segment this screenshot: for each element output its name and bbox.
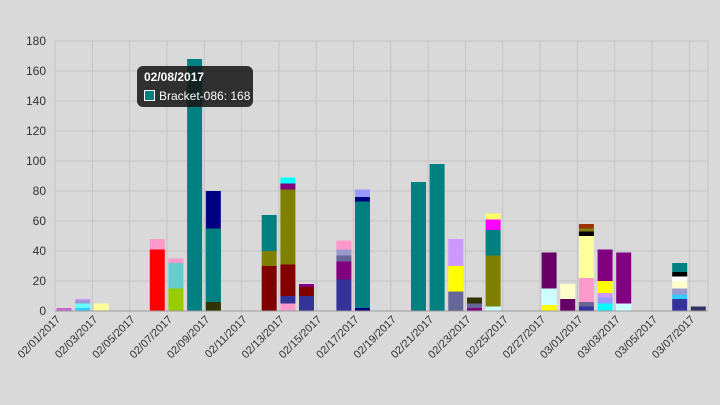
bar-segment [672, 272, 688, 277]
bar-segment [429, 164, 445, 311]
y-tick-label: 60 [33, 214, 47, 228]
bar-segment [485, 213, 501, 220]
bar-segment [467, 297, 482, 304]
bar-segment [578, 231, 594, 236]
bar-segment [336, 240, 352, 250]
bar-segment [336, 249, 352, 256]
bar-segment [168, 263, 184, 289]
bar-segment [578, 228, 594, 232]
bar-segment [672, 263, 688, 272]
y-tick-label: 0 [39, 304, 46, 318]
bar-segment [448, 239, 464, 266]
y-tick-label: 180 [26, 34, 46, 48]
tooltip-title: 02/08/2017 [144, 70, 205, 84]
bar-segment [75, 303, 91, 308]
bar-segment [578, 306, 594, 311]
bar-segment [280, 189, 296, 265]
bar-segment [690, 306, 706, 311]
bar-segment [93, 303, 109, 311]
y-tick-label: 20 [33, 274, 47, 288]
bar-segment [672, 294, 688, 299]
bar-segment [75, 300, 91, 304]
bar-segment [280, 183, 296, 190]
bar-segment [672, 299, 688, 311]
bar-segment [560, 299, 576, 311]
y-tick-label: 100 [26, 154, 46, 168]
bar-segment [56, 308, 72, 311]
bar-segment [467, 303, 482, 308]
bar-segment [168, 258, 184, 263]
bar-segment [597, 297, 613, 304]
bar-segment [280, 303, 296, 311]
bar-segment [578, 236, 594, 278]
bar-segment [280, 296, 296, 304]
bar-segment [336, 279, 352, 311]
bar-segment [578, 302, 594, 307]
bar-segment [672, 288, 688, 295]
bar-segment [597, 281, 613, 293]
bar-segment [187, 59, 203, 311]
bar-segment [280, 177, 296, 184]
tooltip-color-swatch [144, 90, 155, 101]
bar-segment [299, 284, 314, 287]
y-tick-label: 140 [26, 94, 46, 108]
bar-segment [672, 281, 688, 289]
bar-segment [355, 189, 370, 197]
bar-segment [149, 239, 165, 250]
bar-segment [448, 291, 464, 311]
bar-segment [261, 215, 277, 251]
bar-segment [168, 288, 184, 311]
bar-segment [355, 201, 370, 308]
y-tick-label: 80 [33, 184, 47, 198]
tooltip-label: Bracket-086: 168 [159, 89, 251, 103]
bar-segment [485, 306, 501, 311]
bar-segment [672, 276, 688, 281]
bar-segment [485, 219, 501, 230]
bar-segment [597, 293, 613, 298]
chart-tooltip: 02/08/2017 Bracket-086: 168 [137, 66, 253, 107]
bar-segment [205, 228, 221, 302]
bar-segment [448, 266, 464, 292]
bar-segment [467, 308, 482, 311]
bar-segment [299, 296, 314, 311]
bar-segment [597, 303, 613, 311]
bar-segment [336, 255, 352, 262]
bar-segment [75, 308, 91, 311]
bar-segment [616, 252, 632, 304]
bar-segment [355, 308, 370, 311]
tooltip-row: Bracket-086: 168 [144, 88, 250, 104]
bar-segment [541, 288, 557, 305]
bar-segment [578, 278, 594, 302]
bar-segment [597, 249, 613, 281]
bar-segment [261, 266, 277, 311]
bar-segment [541, 252, 557, 289]
bar-segment [541, 305, 557, 311]
bar-segment [578, 224, 594, 229]
bar-segment [616, 303, 632, 311]
bar-segment [485, 230, 501, 256]
bar-segment [205, 302, 221, 311]
bar-segment [411, 182, 426, 311]
y-tick-label: 160 [26, 64, 46, 78]
bar-segment [280, 264, 296, 296]
bar-segment [75, 299, 91, 301]
y-tick-label: 40 [33, 244, 47, 258]
bar-segment [355, 197, 370, 202]
bar-segment [299, 287, 314, 296]
bar-segment [560, 284, 576, 299]
y-tick-label: 120 [26, 124, 46, 138]
bar-segment [485, 255, 501, 307]
bar-segment [336, 261, 352, 280]
bar-segment [149, 249, 165, 311]
bar-segment [261, 251, 277, 266]
